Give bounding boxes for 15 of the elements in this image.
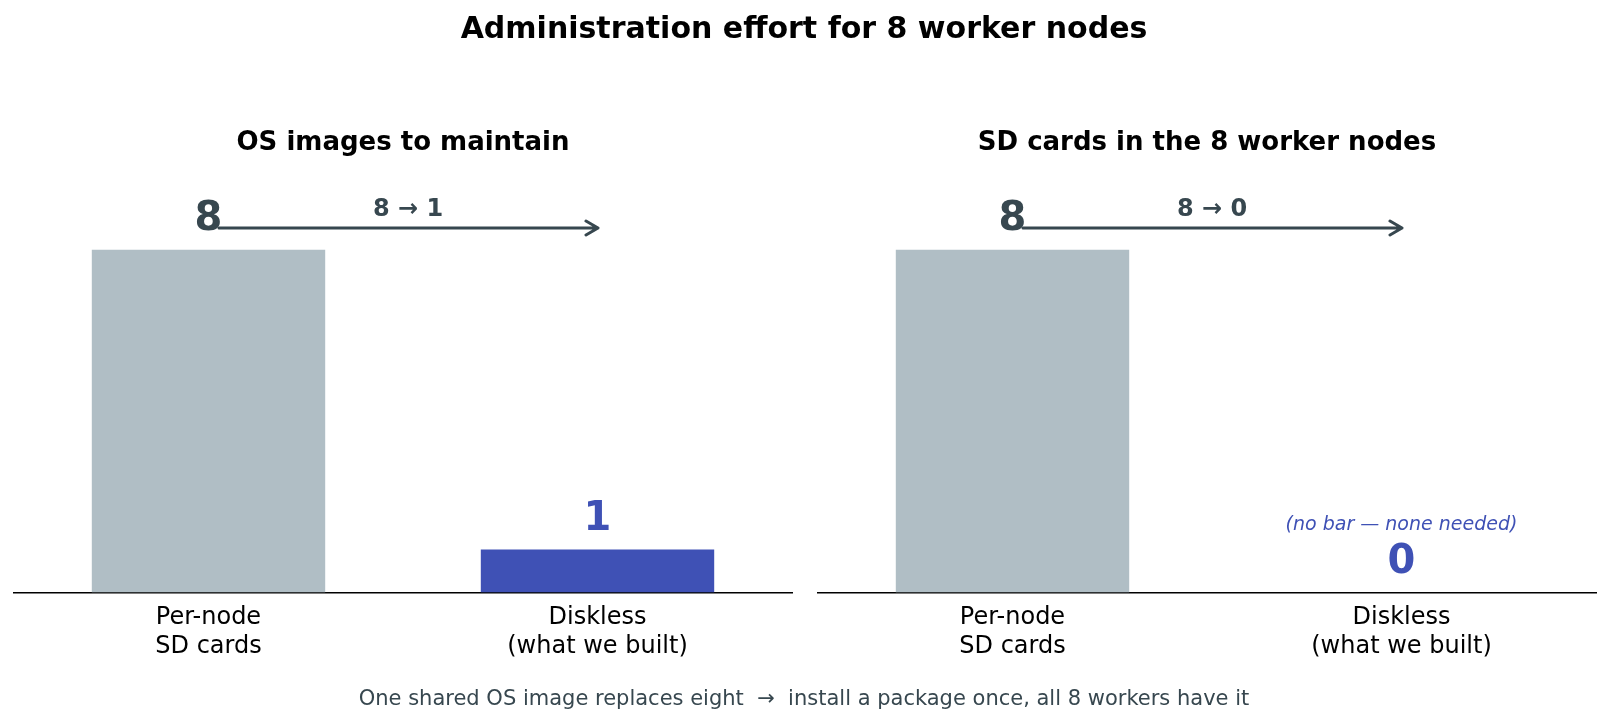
data-label: 8 bbox=[194, 193, 223, 240]
annotation: (no bar — none needed) bbox=[1285, 511, 1518, 534]
text: One shared OS image replaces eight → install a package once, all 8 workers have it bbox=[357, 686, 1251, 710]
text: 8 → 1 bbox=[372, 193, 444, 222]
x-tick-label: Per-node SD cards bbox=[959, 602, 1066, 659]
x-tick-label: Per-node SD cards bbox=[155, 602, 262, 659]
data-label: 8 bbox=[998, 193, 1027, 240]
x-tick-label: Diskless (what we built) bbox=[1311, 602, 1492, 659]
text: 8 → 0 bbox=[1176, 193, 1248, 222]
chart-title: SD cards in the 8 worker nodes bbox=[977, 126, 1437, 157]
chart-title: OS images to maintain bbox=[236, 126, 570, 157]
data-label: 1 bbox=[583, 492, 612, 539]
data-label: 0 bbox=[1387, 535, 1416, 582]
x-tick-label: Diskless (what we built) bbox=[507, 602, 688, 659]
text: Administration effort for 8 worker nodes bbox=[459, 10, 1149, 45]
